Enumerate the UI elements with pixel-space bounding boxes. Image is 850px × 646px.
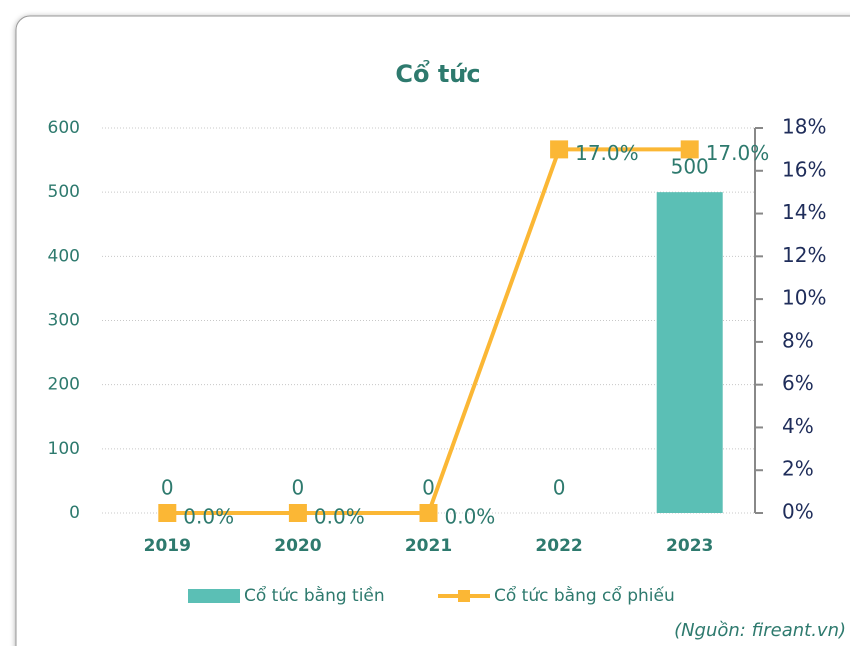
y-tick-label: 300: [48, 311, 80, 331]
legend-label: Cổ tức bằng cổ phiếu: [494, 585, 675, 606]
bar: [656, 192, 723, 513]
x-tick-label: 2023: [666, 536, 713, 556]
y2-tick-label: 16%: [782, 157, 826, 181]
y2-tick-label: 4%: [782, 414, 814, 438]
line-marker: [680, 140, 699, 159]
y-tick-label: 600: [48, 118, 80, 138]
card: [15, 15, 850, 646]
bar-value-label: 500: [671, 155, 709, 179]
bar-value-label: 0: [553, 476, 566, 500]
x-tick-label: 2020: [274, 536, 321, 556]
legend-swatch: [188, 589, 240, 603]
source-note: (Nguồn: fireant.vn): [674, 620, 846, 641]
line-value-label: 0.0%: [445, 505, 496, 529]
y-tick-label: 0: [69, 503, 80, 523]
y2-tick-label: 2%: [782, 457, 814, 481]
bar-value-label: 0: [161, 476, 174, 500]
x-tick-label: 2022: [535, 536, 582, 556]
y2-tick-label: 8%: [782, 328, 814, 352]
chart-title: Cổ tức: [395, 58, 480, 88]
y2-tick-label: 12%: [782, 243, 826, 267]
y2-tick-label: 6%: [782, 371, 814, 395]
line-marker: [158, 504, 177, 522]
x-tick-label: 2019: [144, 536, 191, 556]
line-value-label: 17.0%: [706, 141, 770, 165]
legend-swatch: [458, 590, 470, 602]
line-marker: [550, 140, 569, 159]
bar-value-label: 0: [422, 476, 435, 500]
y2-tick-label: 10%: [782, 286, 826, 310]
y-tick-label: 200: [48, 375, 80, 395]
y-tick-label: 400: [48, 246, 80, 266]
line-value-label: 0.0%: [183, 505, 234, 529]
line-value-label: 0.0%: [314, 505, 365, 529]
line-marker: [419, 504, 438, 522]
line-value-label: 17.0%: [575, 141, 639, 165]
x-tick-label: 2021: [405, 536, 452, 556]
legend-label: Cổ tức bằng tiền: [244, 585, 385, 606]
bar-value-label: 0: [292, 476, 305, 500]
y-tick-label: 500: [48, 182, 80, 202]
line-marker: [288, 504, 307, 522]
y2-tick-label: 14%: [782, 200, 826, 224]
y2-tick-label: 18%: [782, 115, 826, 139]
y-tick-label: 100: [48, 439, 80, 459]
y2-tick-label: 0%: [782, 500, 814, 524]
